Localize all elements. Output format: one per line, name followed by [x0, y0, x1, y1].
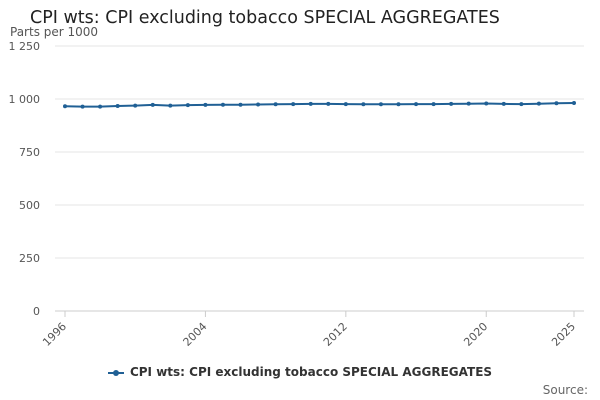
data-point: [150, 102, 155, 107]
data-point: [326, 101, 331, 106]
data-point: [256, 102, 261, 107]
data-point: [431, 102, 436, 107]
x-axis: 1996 2004 2012 2020 2025: [40, 311, 578, 349]
data-point: [98, 104, 103, 109]
data-point: [484, 101, 489, 106]
x-tick-label: 2020: [461, 320, 490, 349]
data-point: [572, 101, 576, 106]
data-point: [378, 102, 383, 107]
data-point: [361, 102, 366, 107]
data-point: [414, 102, 419, 107]
data-point: [396, 102, 401, 107]
grid-lines: [55, 45, 584, 312]
data-point: [273, 102, 278, 107]
y-tick-label: 1 000: [9, 93, 41, 106]
x-tick-label: 1996: [40, 320, 69, 349]
data-point: [536, 101, 541, 106]
data-point: [466, 101, 471, 106]
x-tick-label: 2004: [181, 320, 210, 349]
data-point: [238, 102, 243, 107]
data-point: [554, 101, 559, 106]
y-tick-label: 750: [19, 146, 40, 159]
data-point: [501, 101, 506, 106]
y-tick-label: 1 250: [9, 40, 41, 53]
data-point: [168, 103, 173, 108]
data-point: [185, 103, 190, 108]
data-point: [449, 101, 454, 106]
series-line: [64, 102, 575, 108]
x-tick-label: 2025: [549, 320, 578, 349]
data-point: [220, 102, 225, 107]
source-credits: Source:: [542, 383, 588, 397]
data-point: [308, 101, 313, 106]
data-point: [519, 102, 524, 107]
y-axis-label: Parts per 1000: [10, 25, 99, 39]
data-point: [115, 103, 120, 108]
legend-label: CPI wts: CPI excluding tobacco SPECIAL A…: [129, 365, 493, 379]
legend[interactable]: CPI wts: CPI excluding tobacco SPECIAL A…: [0, 365, 600, 379]
y-axis-ticks: 0 250 500 750 1 000 1 250: [9, 40, 41, 318]
chart-title: CPI wts: CPI excluding tobacco SPECIAL A…: [30, 8, 500, 28]
legend-symbol: [107, 368, 124, 378]
data-point: [133, 103, 138, 108]
data-point: [203, 102, 208, 107]
data-point: [291, 102, 296, 107]
series-group: [63, 101, 576, 109]
data-point: [343, 102, 348, 107]
y-tick-label: 250: [19, 252, 40, 265]
x-tick-label: 2012: [321, 320, 350, 349]
y-tick-label: 0: [33, 305, 40, 318]
data-point: [80, 104, 85, 109]
y-tick-label: 500: [19, 199, 40, 212]
data-point: [63, 104, 67, 109]
